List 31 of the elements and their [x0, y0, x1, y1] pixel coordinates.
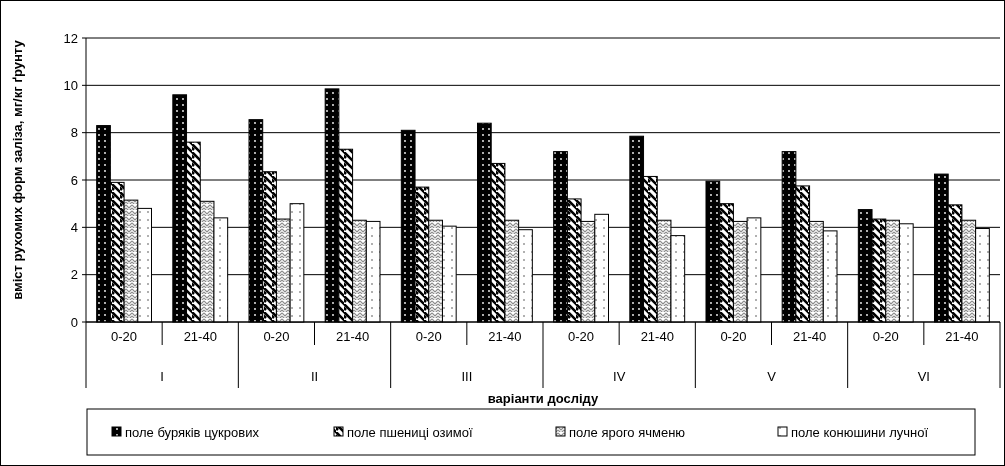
text: II: [310, 368, 319, 384]
y-tick-label: 8: [70, 125, 78, 141]
text: III: [461, 368, 473, 384]
x-tick-label: 21-40: [183, 328, 217, 344]
y-tick-label: 6: [70, 172, 78, 188]
x-tick-label: 0-20: [568, 328, 595, 344]
x-tick-label: 0-20: [872, 328, 899, 344]
text: I: [160, 368, 164, 384]
x-tick-label: 21-40: [792, 328, 827, 344]
x-tick-label: 21-40: [335, 328, 370, 344]
x-tick-label: 21-40: [945, 328, 979, 344]
legend-label: поле буряків цукрових: [125, 424, 260, 440]
y-tick-label: 0: [70, 314, 78, 330]
x-tick-label: 0-20: [111, 328, 138, 344]
legend-label: поле ярого ячменю: [569, 424, 686, 440]
legend-label: поле конюшини лучної: [791, 424, 929, 440]
y-tick-label: 10: [63, 77, 78, 93]
x-tick-label: 0-20: [720, 328, 747, 344]
x-tick-label: 21-40: [488, 328, 522, 344]
text: VI: [917, 368, 930, 384]
x-tick-label: 0-20: [415, 328, 442, 344]
x-tick-label: 21-40: [640, 328, 674, 344]
legend-label: поле пшениці озимої: [347, 424, 473, 440]
y-tick-label: 2: [70, 267, 78, 283]
x-axis-title: варіанти досліду: [487, 390, 599, 406]
text: IV: [613, 368, 626, 384]
y-axis-title: вміст рухомих форм заліза, мг/кг ґрунту: [10, 39, 25, 300]
x-tick-label: 0-20: [263, 328, 290, 344]
text: V: [767, 368, 777, 384]
y-tick-label: 4: [70, 219, 78, 235]
y-tick-label: 12: [63, 30, 78, 46]
